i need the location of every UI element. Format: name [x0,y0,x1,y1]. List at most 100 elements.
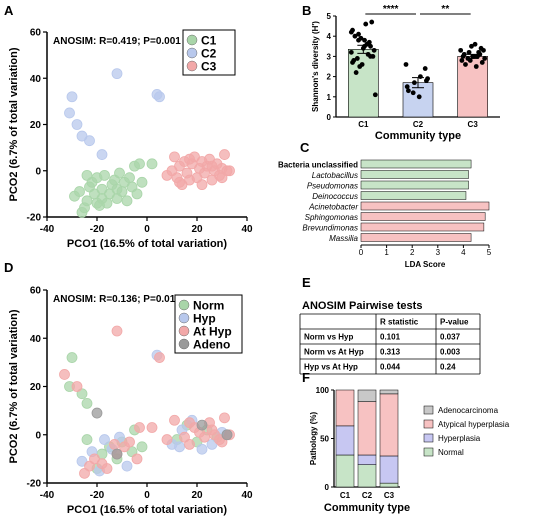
sample-point [404,84,410,90]
legend-marker [186,60,198,72]
data-point-c1 [146,158,158,170]
stack-segment-atypical-hyperplasia [335,389,355,427]
data-point-c2 [154,91,165,103]
x-tick-label: 0 [144,224,150,235]
sample-point [473,64,479,69]
lda-taxon-label: Acinetobacter [308,202,358,211]
stack-segment-hyperplasia [379,455,399,484]
data-point-at-hyp [199,431,210,443]
data-point-c1 [81,195,93,207]
shannon-diversity-chart: 0 1 2 3 4 5 Shannon's diversity (H') Community … [311,4,500,142]
sample-point [348,49,354,55]
x-tick-label: 3 [436,248,441,257]
data-point-c1 [91,197,103,209]
stack-segment-normal [357,464,377,488]
data-point-adeno [196,419,208,431]
data-point-c1 [136,176,148,188]
y-tick-label: 1 [327,93,332,102]
legend-label: Hyp [193,312,216,326]
legend-label: Hyperplasia [438,434,481,443]
table-cell: 0.101 [380,333,401,342]
data-point-adeno [221,429,233,441]
sample-point [372,92,378,98]
data-point-c2 [111,68,123,80]
panel-label-e: E [302,275,311,290]
x-axis-title: Community type [375,130,461,142]
sample-point [479,60,485,65]
significance-label: **** [383,4,399,15]
legend-swatch [423,447,434,457]
legend-marker [178,325,190,337]
x-tick-label: -20 [90,490,105,501]
data-point-at-hyp [169,414,180,426]
x-tick-label: 0 [359,248,364,257]
sample-point [369,19,375,25]
data-point-c3 [196,179,208,191]
sample-point [371,47,377,53]
y-axis-title: Shannon's diversity (H') [311,21,320,112]
x-tick-label: 1 [384,248,389,257]
lda-bar [360,170,469,179]
bar-c3 [457,56,488,118]
sample-point [352,33,358,39]
sample-point [363,21,369,27]
y-tick-label: 5 [327,12,332,21]
stack-segment-normal [335,454,355,488]
data-point-at-hyp [59,369,70,380]
x-tick-label: 4 [461,248,466,257]
sample-point [356,37,361,43]
lda-bar [360,222,485,232]
data-point-c3 [169,151,180,163]
table-header: R statistic [380,318,419,327]
legend-label: Norm [193,299,224,313]
sample-point [475,54,480,59]
lda-bar [360,159,472,169]
lda-taxon-label: Brevundimonas [302,223,358,232]
x-tick-label: 2 [410,248,415,257]
data-point-c1 [124,172,135,184]
data-point-at-hyp [184,417,195,429]
lda-bar [360,212,486,221]
data-point-hyp [99,434,110,445]
table-cell: Norm vs At Hyp [304,348,364,357]
data-point-c2 [84,135,95,147]
sample-point [403,62,409,67]
sample-point [368,54,373,59]
sample-point [356,31,361,37]
table-cell: 0.313 [380,348,401,357]
stack-segment-adenocarcinoma [379,389,399,395]
legend-label: Adenocarcinoma [438,406,499,415]
panel-label-a: A [4,3,14,18]
table-cell: Norm vs Hyp [304,333,353,342]
legend-label: Atypical hyperplasia [438,420,510,429]
data-point-hyp [121,460,133,472]
sample-point [463,62,468,67]
sample-point [461,51,467,57]
data-point-c2 [66,91,78,103]
data-point-c1 [116,186,128,197]
data-point-at-hyp [89,453,100,465]
stack-segment-atypical-hyperplasia [357,401,377,456]
stack-segment-hyperplasia [357,454,377,465]
y-axis-title: Pathology (%) [309,412,318,466]
lda-taxon-label: Pseudomonas [307,181,358,190]
data-point-c1 [134,158,145,170]
data-point-c3 [224,165,235,177]
legend-swatch [423,419,434,429]
lda-bar [360,180,469,190]
y-tick-label: 20 [30,382,42,393]
legend-marker [178,299,190,311]
sample-point [368,43,373,49]
sample-point [416,94,422,100]
sample-point [459,58,465,63]
data-point-at-hyp [184,438,195,450]
sample-point [466,49,472,55]
data-point-adeno [91,407,103,419]
data-point-at-hyp [71,381,83,392]
legend-label: C1 [201,34,217,48]
legend-label: Adeno [193,338,230,352]
anosim-annotation: ANOSIM: R=0.419; P=0.001 [53,36,181,47]
data-point-c2 [64,107,75,119]
sample-point [410,90,416,96]
y-tick-label: 4 [327,32,332,41]
